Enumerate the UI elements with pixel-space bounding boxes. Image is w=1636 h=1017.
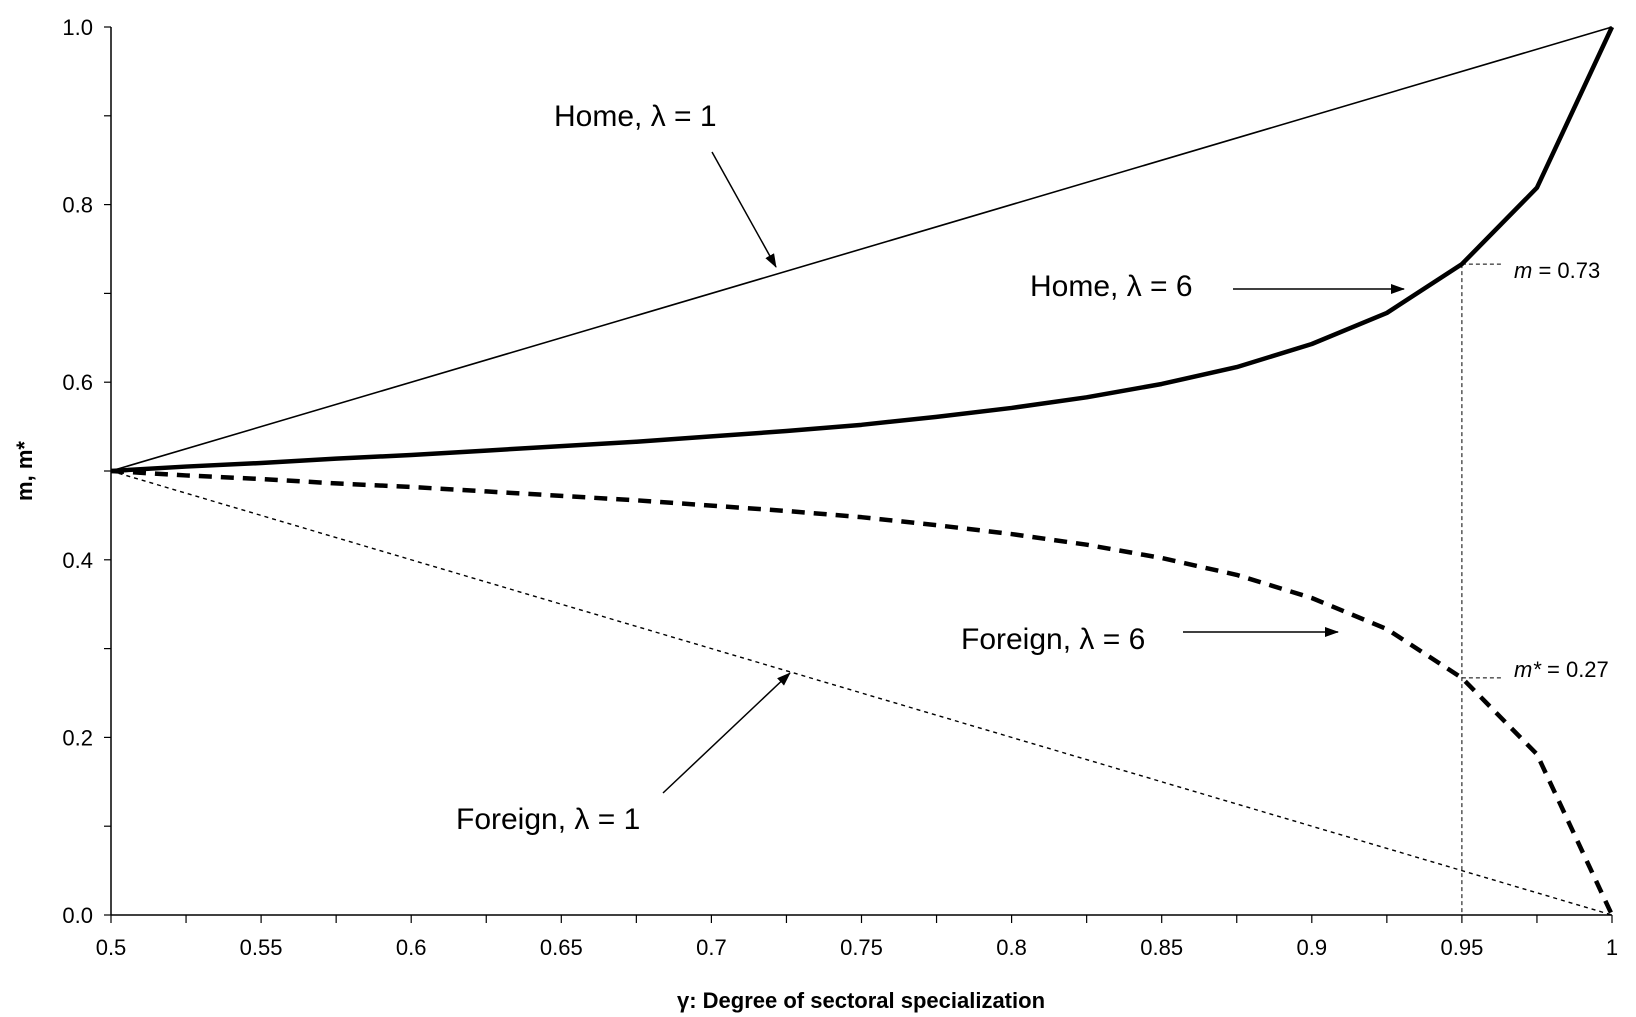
series-layer <box>110 26 1615 916</box>
x-tick-labels: 0.5 0.55 0.6 0.65 0.7 0.75 0.8 0.85 0.9 0.95 1 <box>96 935 1618 960</box>
x-tick-label: 0.85 <box>1140 935 1183 960</box>
x-tick-label: 0.95 <box>1440 935 1483 960</box>
y-tick-label: 0.2 <box>62 725 93 750</box>
guide-lines <box>1461 263 1504 915</box>
y-axis-title: m, m* <box>12 441 37 501</box>
series-line-home-l6 <box>110 26 1615 474</box>
arrow-home-l1 <box>711 151 777 268</box>
label-foreign-l1: Foreign, λ = 1 <box>456 803 640 836</box>
label-foreign-l6: Foreign, λ = 6 <box>961 623 1145 656</box>
m-value: = 0.73 <box>1532 258 1600 283</box>
y-tick-label: 0.8 <box>62 193 93 218</box>
series-line-foreign-l6 <box>110 468 1615 916</box>
mstar-value: = 0.27 <box>1541 657 1609 682</box>
x-tick-label: 0.5 <box>96 935 127 960</box>
series-line-foreign-l1 <box>110 470 1613 916</box>
mstar-var: m* <box>1514 657 1542 682</box>
x-tick-label: 1 <box>1606 935 1618 960</box>
arrow-foreign-l1 <box>662 672 791 794</box>
label-m-value: m = 0.73 <box>1514 258 1600 283</box>
label-home-l6: Home, λ = 6 <box>1030 270 1193 303</box>
x-tick-label: 0.75 <box>840 935 883 960</box>
x-tick-label: 0.65 <box>540 935 583 960</box>
y-ticks <box>104 26 111 916</box>
x-tick-label: 0.8 <box>996 935 1027 960</box>
x-tick-label: 0.6 <box>396 935 427 960</box>
x-tick-label: 0.7 <box>696 935 727 960</box>
label-home-l1: Home, λ = 1 <box>554 100 717 133</box>
y-tick-label: 1.0 <box>62 15 93 40</box>
y-tick-label: 0.6 <box>62 370 93 395</box>
x-tick-label: 0.9 <box>1297 935 1328 960</box>
y-tick-label: 0.0 <box>62 903 93 928</box>
x-tick-label: 0.55 <box>240 935 283 960</box>
x-axis-title: γ: Degree of sectoral specialization <box>677 988 1045 1013</box>
series-line-home-l1 <box>110 26 1613 472</box>
m-var: m <box>1514 258 1532 283</box>
y-tick-label: 0.4 <box>62 548 93 573</box>
x-ticks <box>110 915 1613 923</box>
label-mstar-value: m* = 0.27 <box>1514 657 1609 682</box>
y-tick-labels: 0.0 0.2 0.4 0.6 0.8 1.0 <box>62 15 93 928</box>
